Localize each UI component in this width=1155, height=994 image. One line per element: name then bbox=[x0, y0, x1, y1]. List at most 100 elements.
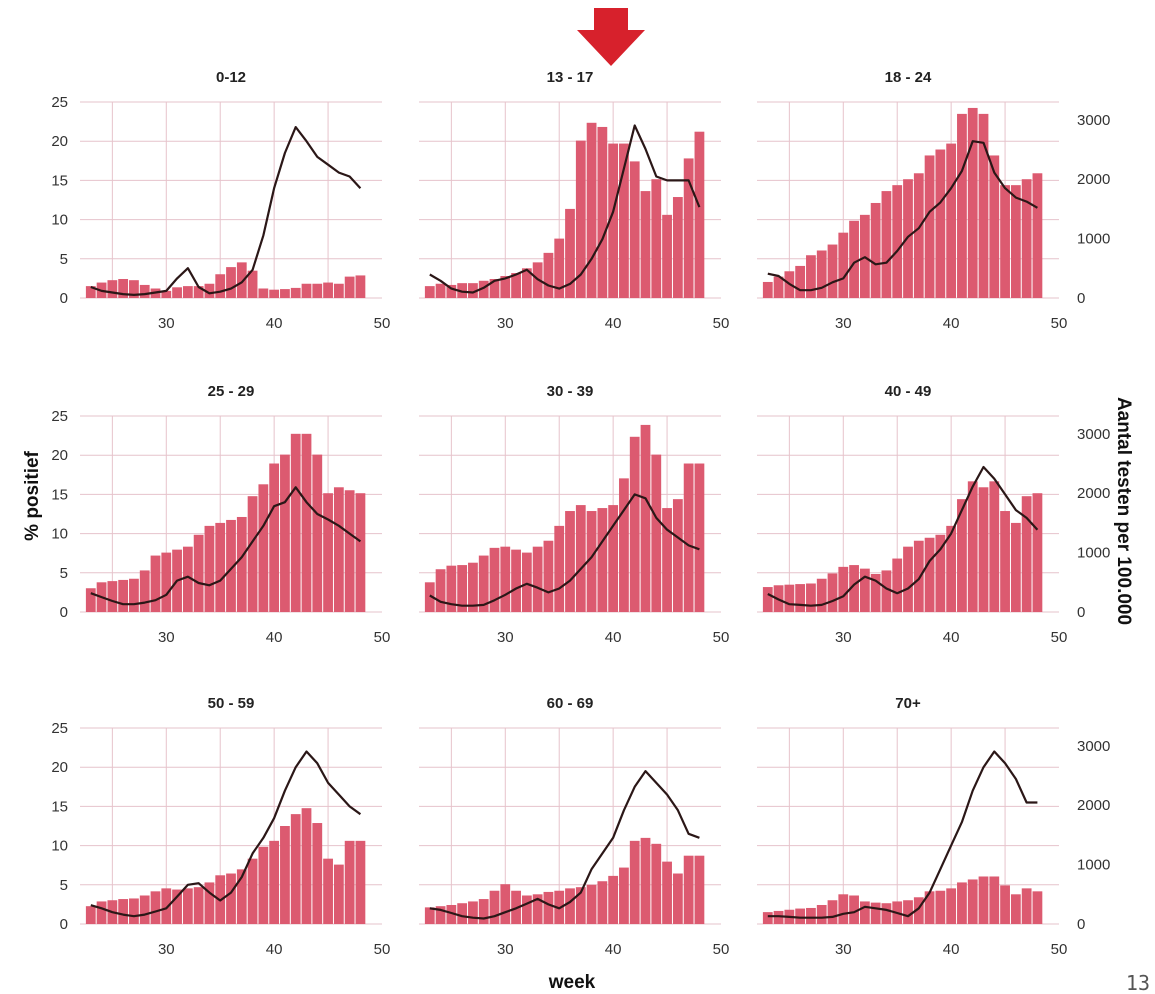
y-tick-label: 5 bbox=[60, 877, 68, 894]
bar bbox=[193, 534, 204, 612]
x-tick-label: 40 bbox=[943, 315, 960, 332]
bar bbox=[290, 814, 301, 924]
bar bbox=[543, 891, 554, 924]
bar bbox=[323, 858, 333, 924]
bar bbox=[489, 547, 500, 612]
x-tick-label: 50 bbox=[1051, 315, 1068, 332]
bar bbox=[247, 496, 258, 612]
bar bbox=[226, 519, 236, 612]
bar bbox=[773, 910, 784, 924]
bar bbox=[333, 864, 344, 924]
y-axis-title-right: Aantal testen per 100.000 bbox=[1113, 397, 1134, 625]
y-tick-label: 0 bbox=[60, 604, 68, 621]
bar bbox=[913, 897, 924, 924]
bar bbox=[424, 286, 435, 298]
y-tick-label: 0 bbox=[60, 916, 68, 933]
bar bbox=[586, 884, 597, 924]
x-tick-label: 30 bbox=[158, 315, 175, 332]
y2-tick-label: 1000 bbox=[1077, 231, 1110, 248]
panel-title: 30 - 39 bbox=[547, 383, 594, 400]
bar bbox=[333, 487, 344, 612]
bar bbox=[967, 481, 978, 612]
y-tick-label: 15 bbox=[51, 486, 68, 503]
x-tick-label: 30 bbox=[835, 941, 852, 958]
x-tick-label: 40 bbox=[605, 315, 622, 332]
x-tick-label: 30 bbox=[835, 315, 852, 332]
bar bbox=[280, 454, 290, 612]
bar bbox=[424, 582, 435, 612]
bar bbox=[521, 268, 532, 298]
x-tick-label: 30 bbox=[497, 315, 514, 332]
percent-positive-line bbox=[90, 750, 362, 918]
bar bbox=[978, 487, 989, 612]
percent-positive-line bbox=[767, 465, 1039, 607]
bar bbox=[795, 265, 806, 298]
bar bbox=[849, 565, 859, 612]
bar bbox=[280, 826, 290, 924]
bar bbox=[478, 899, 489, 924]
x-tick-label: 30 bbox=[158, 629, 175, 646]
x-tick-label: 40 bbox=[605, 941, 622, 958]
bar bbox=[672, 499, 683, 612]
bar bbox=[424, 907, 435, 924]
panel-title: 13 - 17 bbox=[547, 69, 594, 86]
bar bbox=[172, 287, 182, 298]
panel-40-49: 40 - 49 30 40 50 0 1000 2000 3000 bbox=[757, 383, 1110, 646]
bar bbox=[1000, 885, 1010, 924]
bar bbox=[816, 904, 827, 924]
y2-tick-label: 1000 bbox=[1077, 545, 1110, 562]
y-tick-label: 25 bbox=[51, 720, 68, 737]
page-number: 13 bbox=[1126, 971, 1150, 994]
bar bbox=[446, 904, 457, 924]
panel-13-17: 13 - 17 30 40 50 bbox=[419, 69, 729, 332]
bar bbox=[597, 126, 608, 298]
panel-title: 60 - 69 bbox=[547, 695, 594, 712]
x-tick-label: 50 bbox=[374, 941, 391, 958]
bar bbox=[662, 861, 672, 924]
bar bbox=[446, 284, 457, 298]
panel-30-39: 30 - 39 30 40 50 bbox=[419, 383, 729, 646]
y2-tick-label: 2000 bbox=[1077, 797, 1110, 814]
panel-title: 40 - 49 bbox=[885, 383, 932, 400]
bar bbox=[150, 555, 161, 612]
y-tick-label: 10 bbox=[51, 212, 68, 229]
bar bbox=[139, 284, 150, 298]
x-tick-label: 50 bbox=[374, 315, 391, 332]
bar bbox=[323, 493, 333, 612]
bar bbox=[344, 840, 355, 924]
bar bbox=[1032, 493, 1043, 612]
bar bbox=[827, 573, 838, 612]
bar bbox=[597, 881, 608, 924]
panel-title: 25 - 29 bbox=[208, 383, 255, 400]
bar bbox=[640, 424, 651, 612]
x-tick-label: 30 bbox=[835, 629, 852, 646]
bar bbox=[500, 276, 511, 298]
x-tick-label: 40 bbox=[943, 629, 960, 646]
bar bbox=[762, 587, 773, 612]
bar bbox=[565, 511, 575, 612]
bar bbox=[575, 887, 586, 924]
y-tick-label: 25 bbox=[51, 94, 68, 111]
bar bbox=[1010, 185, 1021, 298]
bar bbox=[838, 566, 849, 612]
bar bbox=[881, 903, 892, 924]
bar bbox=[269, 289, 280, 298]
bar bbox=[859, 568, 870, 612]
bar bbox=[290, 433, 301, 612]
panel-title: 50 - 59 bbox=[208, 695, 255, 712]
y-tick-label: 15 bbox=[51, 798, 68, 815]
bar bbox=[280, 289, 290, 298]
bar bbox=[586, 511, 597, 612]
bar bbox=[575, 505, 586, 612]
bar bbox=[172, 889, 182, 924]
bar bbox=[957, 499, 967, 612]
bar bbox=[521, 552, 532, 612]
bar bbox=[226, 267, 236, 298]
x-tick-label: 40 bbox=[266, 941, 283, 958]
bar bbox=[619, 867, 629, 924]
bar bbox=[489, 890, 500, 924]
bar bbox=[258, 846, 269, 924]
bar bbox=[85, 906, 96, 924]
